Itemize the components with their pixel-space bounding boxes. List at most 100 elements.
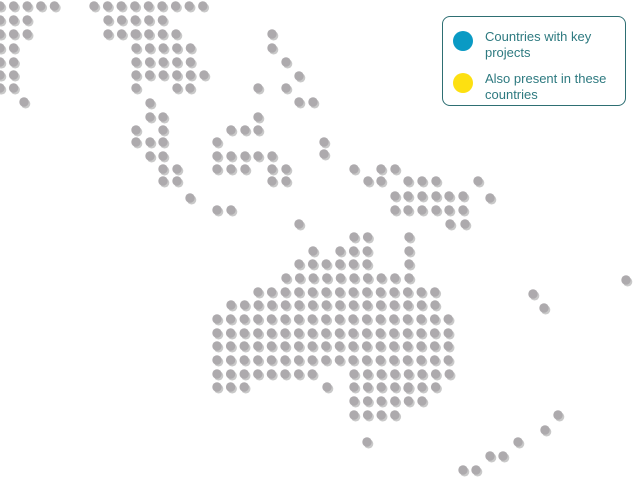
australia-dot <box>362 410 373 420</box>
australia-dot <box>362 369 373 379</box>
australia-dot <box>335 246 345 256</box>
southeast-asia-dot <box>172 176 182 186</box>
australia-dot <box>349 410 359 420</box>
australia-dot <box>376 369 386 379</box>
australia-dot <box>390 410 400 420</box>
asia-dot <box>185 43 196 53</box>
australia-dot <box>266 355 277 365</box>
southeast-asia-dot <box>267 151 277 161</box>
australia-dot <box>212 314 222 324</box>
map-legend: Countries with key projects Also present… <box>442 16 626 106</box>
asia-west-dot <box>22 1 32 11</box>
new-guinea-dot <box>458 191 468 201</box>
asia-dot <box>102 1 113 11</box>
pacific-dot <box>485 451 495 461</box>
australia-dot <box>212 355 222 365</box>
southeast-asia-dot <box>158 137 168 147</box>
new-guinea-dot <box>390 205 400 215</box>
new-guinea-dot <box>376 176 386 186</box>
asia-dot <box>170 1 181 11</box>
new-guinea-dot <box>417 176 427 186</box>
asia-dot <box>131 70 141 80</box>
new-guinea-dot <box>431 176 441 186</box>
australia-dot <box>361 314 372 324</box>
southeast-asia-dot <box>240 125 250 135</box>
australia-dot <box>280 300 291 310</box>
australia-dot <box>376 273 386 283</box>
asia-dot <box>130 1 140 11</box>
asia-west-dot <box>0 1 5 11</box>
australia-dot <box>404 259 414 269</box>
australia-dot <box>212 369 222 379</box>
australia-dot <box>266 341 277 351</box>
australia-dot <box>429 355 440 365</box>
australia-dot <box>225 382 236 392</box>
australia-dot <box>362 259 372 269</box>
asia-west-dot <box>36 1 46 11</box>
southeast-asia-dot <box>145 98 155 108</box>
australia-dot <box>239 328 249 338</box>
australia-dot <box>321 259 331 269</box>
australia-dot <box>334 328 345 338</box>
australia-dot <box>361 355 372 365</box>
asia-dot <box>144 70 155 80</box>
australia-dot <box>212 382 222 392</box>
asia-west-dot <box>8 15 19 25</box>
southeast-asia-dot <box>158 151 168 161</box>
southeast-asia-dot <box>145 112 155 122</box>
australia-dot <box>402 341 413 351</box>
australia-dot <box>349 382 359 392</box>
asia-dot <box>185 57 196 67</box>
australia-dot <box>376 396 386 406</box>
australia-dot <box>348 259 359 269</box>
southeast-asia-dot <box>226 151 236 161</box>
asia-west-dot <box>49 1 60 11</box>
southeast-asia-dot <box>253 83 263 93</box>
blue-dot-swatch <box>453 31 473 51</box>
australia-dot <box>266 328 277 338</box>
australia-dot <box>375 328 385 338</box>
australia-dot <box>349 396 359 406</box>
australia-dot <box>362 246 372 256</box>
australia-dot <box>416 341 426 351</box>
australia-dot <box>443 328 453 338</box>
australia-dot <box>348 300 359 310</box>
legend-label-also-present: Also present in these countries <box>485 71 607 102</box>
australia-dot <box>402 287 413 297</box>
new-guinea-dot <box>444 191 454 201</box>
australia-dot <box>417 382 427 392</box>
australia-dot <box>361 341 372 351</box>
southeast-asia-dot <box>281 83 291 93</box>
australia-dot <box>349 232 359 242</box>
australia-dot <box>430 369 441 379</box>
asia-dot <box>198 1 208 11</box>
australia-dot <box>266 314 277 324</box>
australia-dot <box>266 287 277 297</box>
asia-dot <box>172 70 182 80</box>
asia-dot <box>172 57 182 67</box>
southeast-asia-dot <box>319 149 329 159</box>
australia-dot <box>348 341 358 351</box>
australia-dot <box>416 287 426 297</box>
australia-dot <box>430 382 441 392</box>
new-guinea-dot <box>417 191 427 201</box>
australia-dot <box>212 328 222 338</box>
southeast-asia-dot <box>145 151 155 161</box>
australia-dot <box>402 314 413 324</box>
southeast-asia-dot <box>158 125 168 135</box>
new-guinea-dot <box>403 191 413 201</box>
australia-dot <box>294 287 304 297</box>
australia-dot <box>389 341 399 351</box>
asia-dot <box>116 1 126 11</box>
australia-dot <box>253 369 263 379</box>
new-guinea-dot <box>458 205 468 215</box>
asia-dot <box>172 43 182 53</box>
asia-dot <box>157 1 167 11</box>
southeast-asia-dot <box>131 125 141 135</box>
australia-dot <box>322 382 332 392</box>
new-guinea-dot <box>431 191 441 201</box>
southeast-asia-dot <box>145 137 155 147</box>
asia-west-dot <box>8 29 19 39</box>
southeast-asia-dot <box>226 164 236 174</box>
asia-dot <box>131 29 141 39</box>
